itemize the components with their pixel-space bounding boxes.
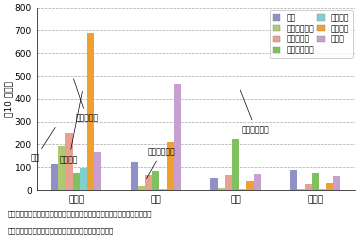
Bar xyxy=(326,183,333,190)
Bar xyxy=(167,142,174,190)
Bar xyxy=(333,176,340,190)
Bar xyxy=(210,178,218,190)
Text: 情報通信機械: 情報通信機械 xyxy=(146,147,176,179)
Legend: 化学, 情報通信機械, その他製造, その他非製造, 電気機械, 輸送機械, 卸売業: 化学, 情報通信機械, その他製造, その他非製造, 電気機械, 輸送機械, 卸… xyxy=(270,10,353,58)
Bar xyxy=(312,173,319,190)
Text: 化学: 化学 xyxy=(31,128,55,163)
Bar xyxy=(304,184,312,190)
Bar xyxy=(174,84,181,190)
Bar xyxy=(290,170,297,190)
Text: 資料：経済産業省「海外事業活動基本調査」から作成。: 資料：経済産業省「海外事業活動基本調査」から作成。 xyxy=(7,227,113,234)
Bar xyxy=(94,152,101,190)
Bar xyxy=(58,146,65,190)
Text: 備考：日本出資者への支払額には、配当金及びロイヤリティの両方を含む。: 備考：日本出資者への支払額には、配当金及びロイヤリティの両方を含む。 xyxy=(7,211,152,217)
Text: 輸送機械: 輸送機械 xyxy=(0,241,1,242)
Bar xyxy=(131,162,138,190)
Bar xyxy=(73,173,80,190)
Text: その他非製造: その他非製造 xyxy=(240,90,270,134)
Y-axis label: （10 億円）: （10 億円） xyxy=(4,81,13,117)
Bar xyxy=(65,133,73,190)
Bar xyxy=(319,189,326,190)
Text: 卸売業: 卸売業 xyxy=(0,241,1,242)
Bar xyxy=(253,174,261,190)
Text: 電気機械: 電気機械 xyxy=(60,91,83,164)
Bar xyxy=(246,181,253,190)
Bar xyxy=(138,186,145,190)
Bar xyxy=(239,189,246,190)
Bar xyxy=(218,188,225,190)
Text: その他製造: その他製造 xyxy=(74,79,99,123)
Bar xyxy=(80,168,87,190)
Bar xyxy=(159,189,167,190)
Bar xyxy=(297,189,304,190)
Bar xyxy=(232,139,239,190)
Bar xyxy=(51,164,58,190)
Bar xyxy=(145,175,152,190)
Bar xyxy=(87,33,94,190)
Bar xyxy=(152,171,159,190)
Bar xyxy=(225,175,232,190)
